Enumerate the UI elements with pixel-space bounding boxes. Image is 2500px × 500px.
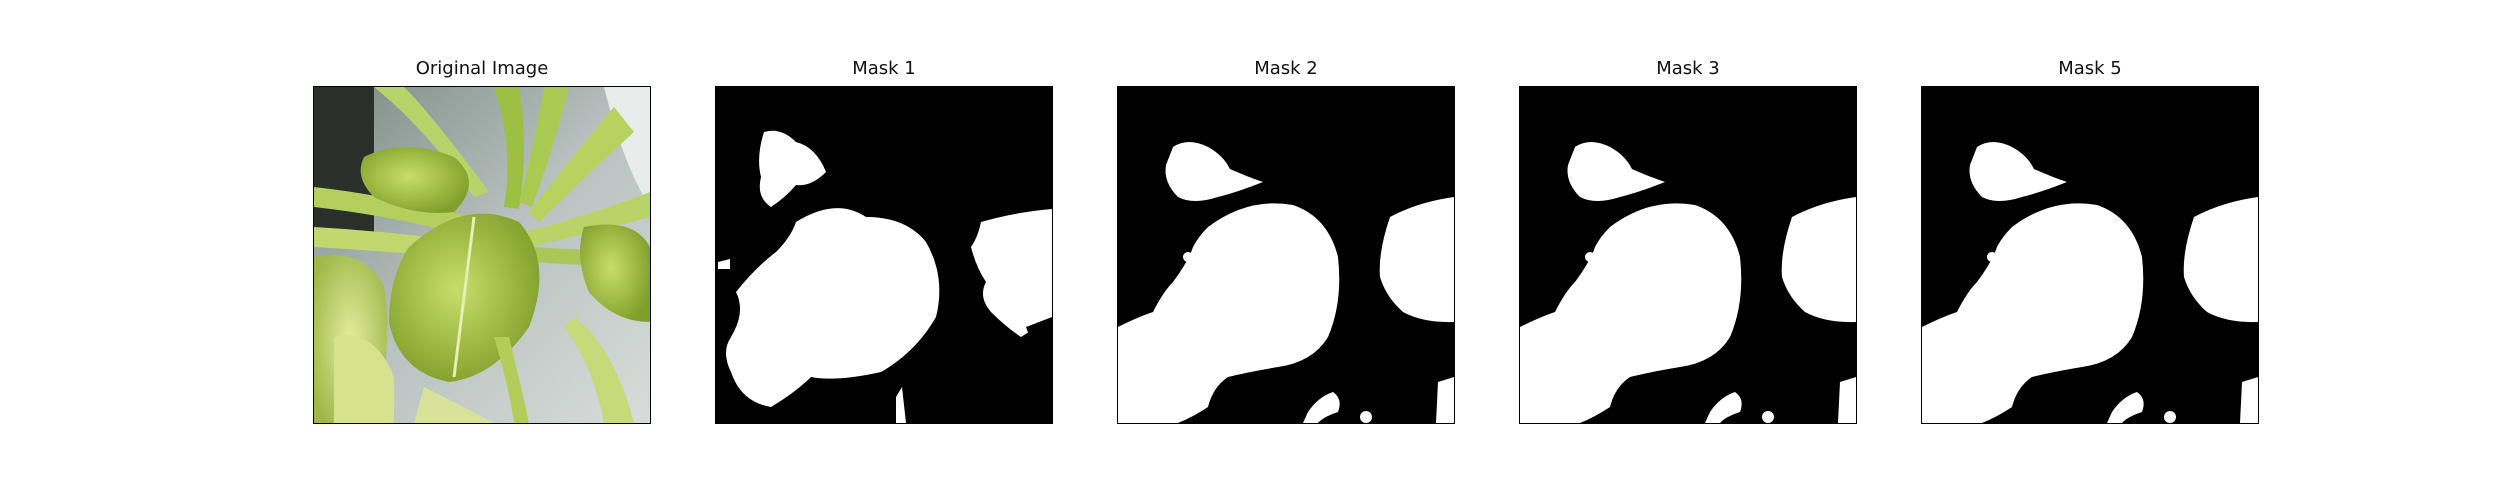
mask-1-image: [716, 87, 1052, 423]
panel-original-image: Original Image: [313, 58, 651, 424]
original-image: [314, 87, 650, 423]
panel-mask-3: Mask 3: [1519, 58, 1857, 424]
mask-5-image: [1922, 87, 2258, 423]
panel-title: Mask 2: [1254, 58, 1318, 79]
original-image-frame: [313, 86, 651, 424]
mask-2-frame: [1117, 86, 1455, 424]
mask-1-frame: [715, 86, 1053, 424]
panel-mask-5: Mask 5: [1921, 58, 2259, 424]
panel-title: Mask 5: [2058, 58, 2122, 79]
panel-title: Original Image: [415, 58, 549, 79]
panel-title: Mask 3: [1656, 58, 1720, 79]
mask-5-frame: [1921, 86, 2259, 424]
panel-title: Mask 1: [852, 58, 916, 79]
mask-3-frame: [1519, 86, 1857, 424]
panel-mask-2: Mask 2: [1117, 58, 1455, 424]
mask-2-image: [1118, 87, 1454, 423]
mask-3-image: [1520, 87, 1856, 423]
panel-mask-1: Mask 1: [715, 58, 1053, 424]
